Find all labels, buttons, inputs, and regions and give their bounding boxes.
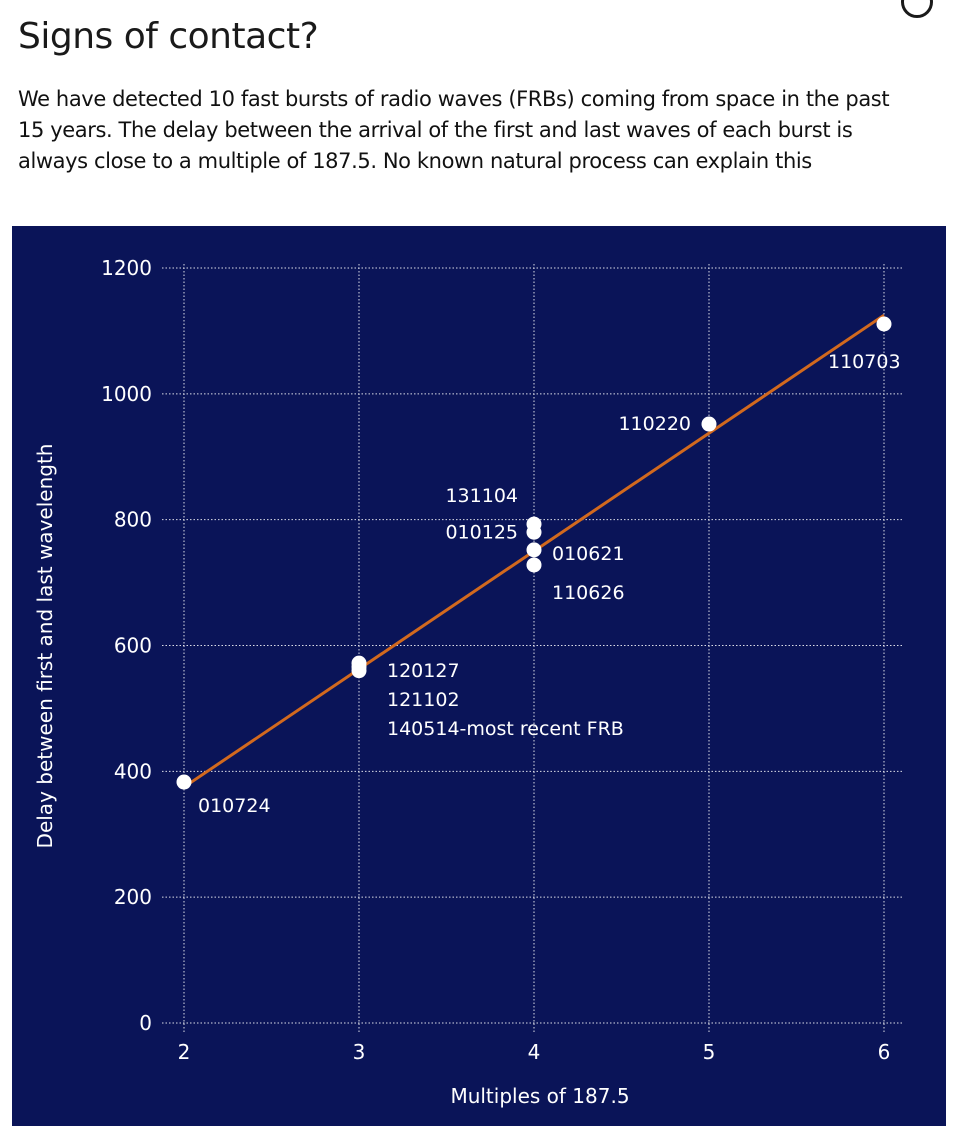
y-tick-labels: 0 200 400 600 800 1000 1200 — [101, 256, 152, 1035]
x-tick-label-2: 4 — [528, 1040, 541, 1064]
y-tick-label-6: 1200 — [101, 256, 152, 280]
scatter-chart: 0 200 400 600 800 1000 1200 2 3 4 5 6 010724 120127… — [33, 256, 902, 1108]
y-tick-label-2: 400 — [114, 759, 152, 783]
data-points — [176, 316, 892, 790]
point-label-1: 120127 — [387, 660, 460, 682]
point-label-5: 010125 — [445, 521, 518, 543]
data-point-7 — [526, 557, 542, 573]
point-label-0: 010724 — [198, 795, 271, 817]
y-tick-label-3: 600 — [114, 634, 152, 658]
x-tick-label-0: 2 — [178, 1040, 191, 1064]
x-tick-labels: 2 3 4 5 6 — [178, 1040, 891, 1064]
data-point-6 — [526, 542, 542, 558]
point-label-7: 110626 — [552, 582, 625, 604]
data-point-0 — [176, 774, 192, 790]
x-tick-label-3: 5 — [703, 1040, 716, 1064]
data-point-5 — [526, 524, 542, 540]
point-label-3: 140514-most recent FRB — [387, 718, 624, 740]
point-label-8: 110220 — [618, 413, 691, 435]
point-label-6: 010621 — [552, 543, 625, 565]
grid-lines — [162, 264, 902, 1033]
point-label-2: 121102 — [387, 689, 460, 711]
y-tick-label-1: 200 — [114, 885, 152, 909]
x-axis-title: Multiples of 187.5 — [450, 1084, 629, 1108]
y-tick-label-0: 0 — [139, 1011, 152, 1035]
point-labels: 010724 120127 121102 140514-most recent FRB… — [198, 351, 901, 817]
y-tick-label-4: 800 — [114, 508, 152, 532]
corner-icon[interactable] — [901, 0, 933, 18]
point-label-4: 131104 — [445, 485, 518, 507]
page-title: Signs of contact? — [18, 16, 319, 57]
chart-panel: 0 200 400 600 800 1000 1200 2 3 4 5 6 010724 120127… — [12, 226, 946, 1126]
point-label-9: 110703 — [828, 351, 901, 373]
x-tick-label-4: 6 — [878, 1040, 891, 1064]
x-tick-label-1: 3 — [353, 1040, 366, 1064]
data-point-8 — [701, 416, 717, 432]
data-point-9 — [876, 316, 892, 332]
page-subtitle: We have detected 10 fast bursts of radio… — [18, 87, 890, 173]
y-tick-label-5: 1000 — [101, 382, 152, 406]
data-point-3 — [351, 655, 367, 671]
y-axis-title: Delay between first and last wavelength — [33, 444, 57, 849]
